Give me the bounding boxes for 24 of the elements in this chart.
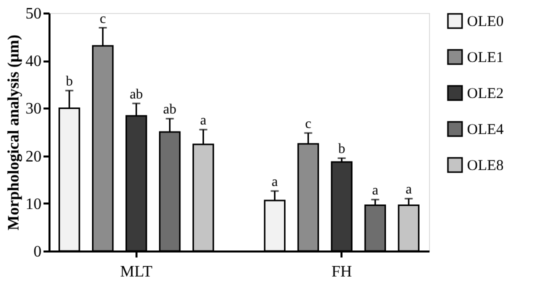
y-tick-label: 40 [26, 53, 42, 70]
legend-label: OLE1 [467, 50, 504, 66]
annotation: b [338, 142, 346, 158]
y-tick-label: 30 [26, 100, 42, 118]
annotation: c [100, 12, 106, 27]
legend-label: OLE2 [467, 86, 504, 102]
annotation: a [272, 175, 279, 190]
annotation: a [406, 182, 413, 198]
y-axis-title: Morphological analysis (μm) [6, 34, 22, 230]
annotation: a [200, 114, 208, 129]
annotation: a [372, 184, 380, 199]
y-tick-label: 10 [26, 196, 42, 213]
annotation: ab [163, 102, 176, 118]
x-tick-label: FH [331, 264, 352, 280]
annotation: c [305, 116, 312, 132]
legend-label: OLE4 [467, 122, 504, 138]
y-tick-label: 20 [26, 148, 42, 166]
y-tick-label: 50 [26, 6, 42, 22]
annotation: b [66, 74, 73, 90]
x-tick-label: MLT [120, 264, 153, 280]
annotation: ab [130, 87, 143, 102]
y-tick-label: 0 [34, 244, 42, 260]
legend-label: OLE0 [467, 14, 504, 30]
legend-label: OLE8 [467, 158, 504, 174]
